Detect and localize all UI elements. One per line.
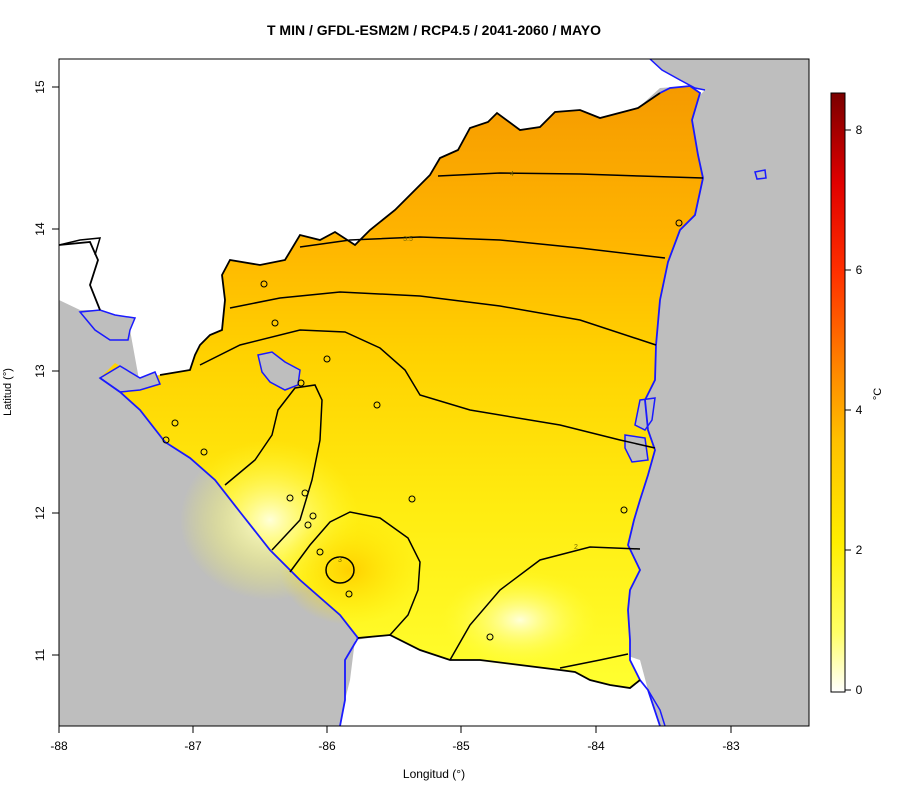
- x-tick-label: -87: [184, 739, 202, 753]
- contour-label-3: 3: [338, 557, 342, 564]
- y-axis-label: Latitud (°): [2, 368, 14, 416]
- contour-line-south-east: [559, 653, 629, 669]
- warm-spot-south: [280, 515, 420, 625]
- station-point: [304, 521, 312, 529]
- x-tick-label: -84: [587, 739, 605, 753]
- pearl-lagoon: [634, 397, 656, 431]
- station-point: [345, 590, 353, 598]
- station-point: [675, 219, 683, 227]
- y-tick-label: 15: [33, 80, 47, 94]
- station-point: [297, 379, 305, 387]
- colorbar-tick-label: 2: [856, 543, 863, 557]
- corn-island: [754, 169, 767, 180]
- y-axis: 11 12 13 14 15 Latitud (°): [2, 80, 60, 661]
- x-tick-label: -88: [50, 739, 68, 753]
- contour-line-south-west: [289, 511, 421, 636]
- contour-label-4: 4: [510, 171, 514, 178]
- station-point: [260, 280, 268, 288]
- border-honduras-west: [59, 237, 102, 256]
- contour-line-3: [325, 556, 355, 584]
- station-point: [200, 448, 208, 456]
- station-point: [309, 512, 317, 520]
- x-tick-label: -86: [318, 739, 336, 753]
- y-tick-label: 12: [33, 506, 47, 520]
- x-axis: -88 -87 -86 -85 -84 -83 Longitud (°): [50, 725, 740, 781]
- el-salvador-land: [59, 242, 98, 300]
- y-tick-label: 14: [33, 222, 47, 236]
- y-tick-label: 13: [33, 364, 47, 378]
- station-point: [620, 506, 628, 514]
- station-point: [408, 495, 416, 503]
- x-axis-label: Longitud (°): [403, 767, 465, 781]
- colorbar-tick-label: 0: [856, 683, 863, 697]
- colorbar-tick-label: 8: [856, 123, 863, 137]
- station-point: [323, 355, 331, 363]
- contour-line-4: [437, 172, 704, 179]
- costa-rica-land: [340, 635, 660, 726]
- station-points: [162, 219, 683, 641]
- coastline-caribbean: [627, 85, 704, 726]
- colorbar-tick-label: 4: [856, 403, 863, 417]
- contour-label-2: 2: [574, 544, 578, 551]
- contour-line-north-1: [229, 291, 657, 346]
- contour-line-2: [449, 546, 641, 661]
- station-point: [301, 489, 309, 497]
- contour-label-3-5: 3.5: [403, 236, 413, 243]
- border-honduras: [159, 92, 661, 376]
- colorbar: 0 2 4 6 8 °C: [830, 92, 884, 697]
- contour-line-3-5: [299, 236, 666, 259]
- colorbar-unit-label: °C: [872, 388, 884, 400]
- nicaragua-fill: [100, 86, 703, 688]
- station-point: [286, 494, 294, 502]
- y-tick-label: 11: [33, 648, 47, 661]
- gulf-of-fonseca: [98, 365, 162, 393]
- lake-nicaragua: [78, 309, 137, 341]
- border-costa-rica: [357, 634, 641, 689]
- x-tick-label: -85: [452, 739, 470, 753]
- map-title: T MIN / GFDL-ESM2M / RCP4.5 / 2041-2060 …: [267, 22, 601, 38]
- colorbar-bar: [830, 92, 846, 693]
- honduras-land: [59, 59, 705, 385]
- border-el-salvador: [59, 241, 101, 311]
- station-point: [171, 419, 179, 427]
- lake-managua: [257, 351, 301, 391]
- station-point: [373, 401, 381, 409]
- x-tick-label: -83: [722, 739, 740, 753]
- station-point: [316, 548, 324, 556]
- coastline-costa-rica: [647, 689, 666, 726]
- station-point: [162, 436, 170, 444]
- contour-line-center: [199, 329, 656, 449]
- coastline-pacific: [99, 377, 360, 726]
- station-point: [271, 319, 279, 327]
- pale-spot-southeast: [440, 570, 600, 670]
- coastline-honduras-north: [649, 59, 706, 91]
- colorbar-tick-label: 6: [856, 263, 863, 277]
- station-point: [486, 633, 494, 641]
